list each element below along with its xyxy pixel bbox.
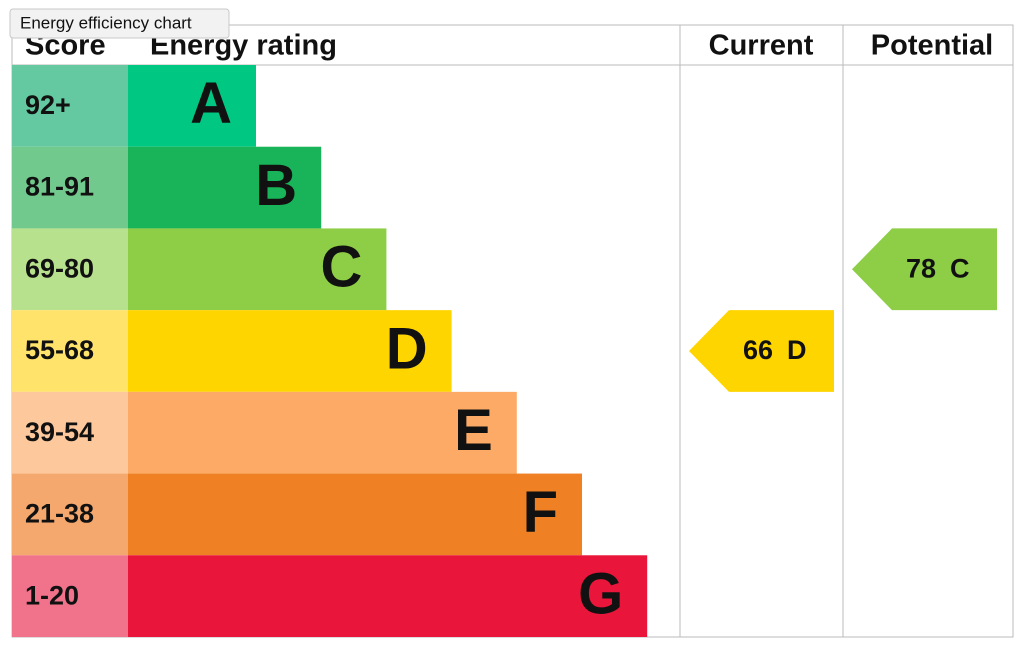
- current-letter: D: [787, 335, 807, 365]
- rating-letter: B: [255, 153, 297, 218]
- potential-letter: C: [950, 253, 970, 283]
- tooltip: Energy efficiency chart: [20, 13, 192, 32]
- score-cell: [12, 310, 128, 392]
- header-current: Current: [709, 30, 814, 62]
- rating-bar: [128, 555, 648, 637]
- rating-bar: [128, 310, 452, 392]
- current-value: 66: [743, 335, 773, 365]
- score-cell: [12, 391, 128, 474]
- rating-bar: [128, 391, 517, 474]
- potential-arrow: [852, 228, 997, 311]
- current-arrow: [689, 310, 834, 392]
- tooltip-box: [9, 8, 230, 39]
- score-label: 92+: [25, 90, 71, 120]
- rating-letter: D: [386, 316, 428, 381]
- score-label: 69-80: [25, 253, 94, 283]
- rating-letter: E: [454, 398, 493, 463]
- score-cell: [12, 228, 128, 311]
- bands: 92+ A 81-91 B 69-80 C 55-68 D 39-54 E 21-38 F 1-20 G: [12, 65, 648, 637]
- rating-bar: [128, 473, 582, 556]
- score-label: 81-91: [25, 172, 94, 202]
- score-cell: [12, 473, 128, 556]
- rating-bar: [128, 228, 387, 311]
- rating-letter: F: [523, 480, 558, 545]
- score-cell: [12, 555, 128, 637]
- score-label: 55-68: [25, 335, 94, 365]
- score-label: 1-20: [25, 580, 79, 610]
- rating-letter: G: [578, 561, 623, 626]
- rating-letter: C: [321, 235, 363, 300]
- potential-value: 78: [906, 253, 936, 283]
- rating-bar: [128, 65, 256, 147]
- header-potential: Potential: [871, 30, 993, 62]
- score-label: 39-54: [25, 417, 94, 447]
- rating-bar: [128, 146, 322, 229]
- score-label: 21-38: [25, 499, 94, 529]
- score-cell: [12, 65, 128, 147]
- rating-letter: A: [190, 71, 232, 136]
- score-cell: [12, 146, 128, 229]
